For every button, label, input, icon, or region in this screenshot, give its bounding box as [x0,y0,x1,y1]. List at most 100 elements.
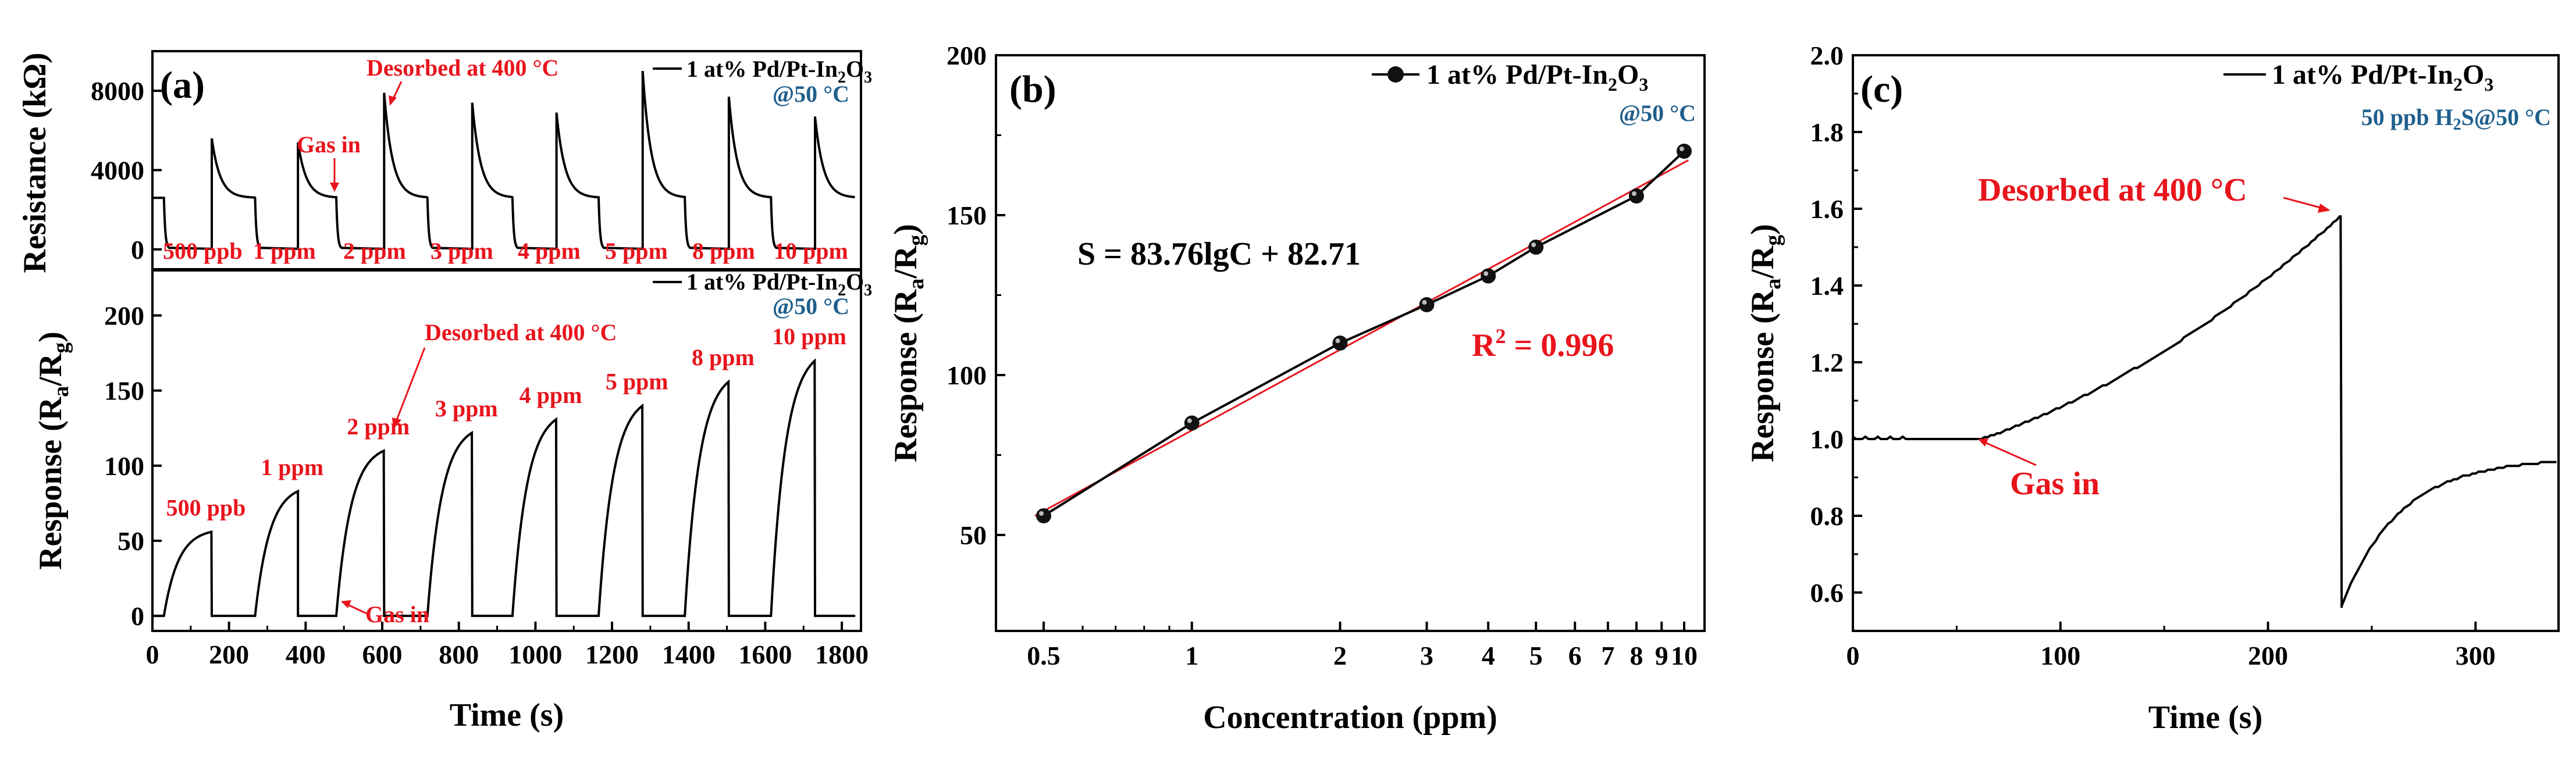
concentration-label: 4 ppm [518,238,581,264]
x-tick-label: 1800 [815,640,869,669]
linear-fit-line [1034,159,1689,517]
r-squared: R2 = 0.996 [1472,324,1614,363]
x-tick-label: 9 [1655,641,1668,670]
x-tick-label: 1200 [585,640,639,669]
condition-label-a-top: @50 °C [773,81,849,107]
plot-frame-a-top [151,50,862,270]
data-point-highlight [1187,418,1192,423]
plot-frame-b [995,54,1706,632]
data-point [1676,144,1692,159]
data-point [1528,240,1544,255]
x-tick-label: 7 [1601,641,1614,670]
y-axis-title-a-bottom: Response (Ra/Rg) [33,331,73,570]
data-point [1332,336,1348,351]
concentration-label: 1 ppm [261,454,323,480]
desorbed-arrowhead-c [2318,204,2331,213]
x-tick-label: 2 [1333,641,1347,670]
concentration-label: 500 ppb [166,495,246,521]
legend-a-top: 1 at% Pd/Pt-In2O3 [653,56,872,87]
x-tick-label: 3 [1420,641,1433,670]
y-tick-label: 0.6 [1810,578,1844,608]
y-axis-title-b: Response (Ra/Rg) [888,224,928,462]
response-curve-c [1852,215,2557,608]
x-tick-label: 1000 [508,640,562,669]
x-tick-label: 300 [2456,641,2496,670]
condition-label-a-bottom: @50 °C [773,293,849,319]
x-tick-label: 6 [1568,641,1582,670]
concentration-label: 1 ppm [253,238,316,264]
desorbed-arrow-a-bottom [396,347,426,420]
x-axis-title-c: Time (s) [2148,700,2263,736]
concentration-label: 3 ppm [430,238,493,264]
y-axis-title-a-top: Resistance (kΩ) [17,52,53,273]
data-point-highlight [1631,191,1636,196]
gas-in-annotation-c: Gas in [2010,466,2100,502]
desorbed-annotation-a-top: Desorbed at 400 °C [367,55,558,81]
desorbed-annotation-a-bottom: Desorbed at 400 °C [425,319,617,345]
concentration-label: 500 ppb [163,238,243,264]
data-point [1036,508,1052,523]
concentration-label: 8 ppm [692,344,755,370]
panel-a-bottom: 0 200 400 600 800 1000 1200 1400 1600 1800 0 50 100 1… [33,269,872,733]
y-tick-label: 150 [947,201,987,230]
y-ticks-a-top: 0 4000 8000 [91,76,162,265]
gas-in-arrow-c [1983,441,2037,466]
axis-ticks-c: 0 100 200 300 0.6 0.8 1.0 1.2 1.4 1.6 1.8 2.0 [1810,41,2496,670]
legend-text: 1 at% Pd/Pt-In2O3 [686,56,872,87]
panel-a-top: 0 4000 8000 500 ppb 1 ppm 2 ppm 3 ppm 4 ppm 5 p… [17,50,872,273]
desorbed-arrowhead-a-bottom [392,418,401,429]
y-tick-label: 1.6 [1810,194,1844,224]
y-axis-title-c: Response (Ra/Rg) [1745,224,1785,462]
resistance-curve [152,70,855,250]
concentration-labels-a-bottom: 500 ppb 1 ppm 2 ppm 3 ppm 4 ppm 5 ppm 8 ppm 10 … [166,323,846,521]
x-tick-label: 10 [1671,641,1698,670]
desorbed-arrow-c [2283,197,2323,209]
y-tick-label: 4000 [91,156,144,185]
desorbed-arrowhead-a-top [389,95,397,106]
y-tick-label: 8000 [91,76,144,106]
y-tick-label: 200 [104,301,144,331]
axis-ticks-a-bottom: 0 200 400 600 800 1000 1200 1400 1600 1800 0 50 100 1… [104,301,869,670]
legend-text: 1 at% Pd/Pt-In2O3 [1426,59,1648,95]
y-tick-label: 0.8 [1810,501,1844,531]
panel-b: 0.5 1 2 3 4 5 6 7 8 9 10 50 100 150 200 (b) Concentrat… [888,41,1706,736]
gas-in-arrowhead-c [1978,438,1988,447]
concentration-label: 5 ppm [605,238,668,264]
legend-text: 1 at% Pd/Pt-In2O3 [686,269,872,299]
data-point [1419,297,1435,312]
data-point [1628,188,1644,204]
data-point [1184,415,1200,431]
x-tick-label: 1600 [738,640,792,669]
gas-in-arrowhead-a-top [330,183,339,192]
legend-a-bottom: 1 at% Pd/Pt-In2O3 [653,269,872,299]
response-vs-concentration-line [1043,150,1685,517]
x-tick-label: 600 [362,640,403,669]
fit-equation: S = 83.76lgC + 82.71 [1077,236,1361,272]
x-tick-label: 0 [146,640,159,669]
panel-label-c: (c) [1860,68,1903,110]
data-point [1481,268,1496,284]
panel-c: 0 100 200 300 0.6 0.8 1.0 1.2 1.4 1.6 1.8 2.0 (c) T… [1745,41,2560,736]
plot-frame-a-bottom [151,269,862,632]
x-tick-label: 5 [1529,641,1543,670]
data-point-highlight [1335,338,1340,343]
x-tick-label: 1400 [662,640,716,669]
gas-in-arrowhead-a-bottom [341,600,351,608]
panel-label-b: (b) [1009,68,1056,110]
y-tick-label: 200 [947,41,987,70]
y-tick-label: 1.8 [1810,117,1844,147]
x-tick-label: 400 [286,640,326,669]
x-axis-title-b: Concentration (ppm) [1203,700,1497,736]
data-point-highlight [1039,511,1044,516]
x-tick-label: 100 [2040,641,2080,670]
y-tick-label: 1.0 [1810,424,1844,454]
x-tick-label: 4 [1482,641,1495,670]
y-tick-label: 150 [104,376,144,406]
x-tick-label: 200 [209,640,249,669]
y-tick-label: 0 [131,601,144,631]
response-curve [152,358,856,618]
legend-c: 1 at% Pd/Pt-In2O3 [2223,59,2493,95]
condition-label-c: 50 ppb H2S@50 °C [2361,104,2551,134]
condition-label-b: @50 °C [1619,100,1696,126]
data-point-highlight [1422,300,1427,305]
